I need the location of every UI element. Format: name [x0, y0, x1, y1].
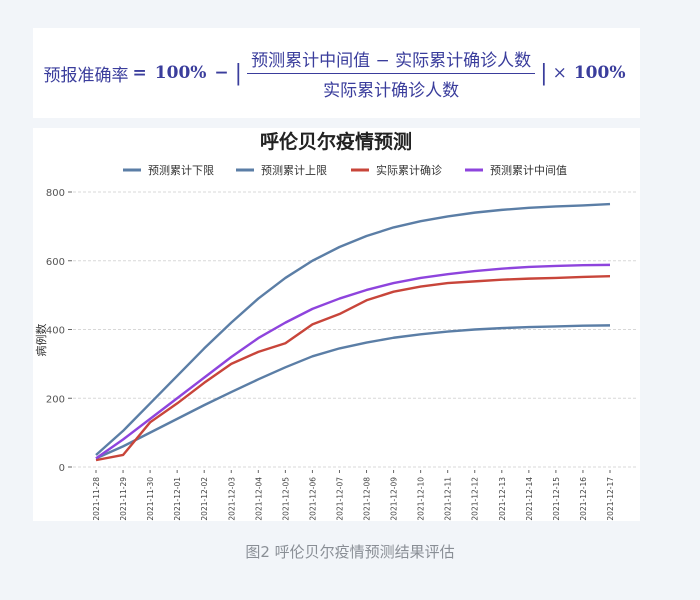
- abs-bar-left: |: [234, 60, 243, 86]
- formula-numerator: 预测累计中间值 − 实际累计确诊人数: [247, 46, 536, 74]
- x-tick-label: 2021-12-09: [390, 477, 399, 521]
- legend-label: 预测累计中间值: [490, 164, 567, 177]
- x-tick-label: 2021-11-30: [146, 477, 155, 521]
- y-tick-label: 400: [46, 326, 65, 337]
- x-tick-label: 2021-12-14: [525, 477, 534, 521]
- formula-equals: =: [132, 63, 147, 83]
- x-tick-label: 2021-11-29: [119, 477, 128, 521]
- series-line-0: [95, 324, 611, 460]
- x-tick-label: 2021-12-01: [173, 477, 182, 521]
- formula-denominator: 实际累计确诊人数: [323, 80, 460, 101]
- x-tick-label: 2021-12-15: [552, 477, 561, 521]
- formula-times: ×: [552, 63, 567, 83]
- legend-label: 预测累计下限: [148, 164, 214, 177]
- x-tick-label: 2021-12-10: [417, 477, 426, 521]
- x-tick-label: 2021-12-03: [227, 477, 236, 521]
- x-tick-label: 2021-12-06: [308, 477, 317, 521]
- series-line-1: [95, 202, 611, 456]
- abs-bar-right: |: [540, 60, 548, 86]
- y-tick-label: 600: [46, 257, 65, 268]
- formula-minus: −: [214, 63, 229, 83]
- x-tick-label: 2021-11-28: [92, 477, 101, 521]
- line-chart: 呼伦贝尔疫情预测 病例数 0 200 400 600 800 预测累计下限 预测累计上限 实际…: [34, 130, 636, 521]
- accuracy-formula: 预报准确率 = 100% − | 预测累计中间值 − 实际累计确诊人数 实际累计…: [33, 28, 640, 118]
- x-tick-label: 2021-12-08: [363, 477, 372, 521]
- x-tick-label: 2021-12-16: [579, 477, 588, 521]
- legend-label: 预测累计上限: [261, 164, 327, 177]
- y-axis-label: 病例数: [34, 324, 48, 357]
- x-tick-label: 2021-12-12: [471, 477, 480, 521]
- x-tick-label: 2021-12-02: [200, 477, 209, 521]
- series-line-3: [95, 263, 611, 460]
- formula-100-2: 100%: [573, 63, 626, 83]
- figure-caption: 图2 呼伦贝尔疫情预测结果评估: [245, 543, 455, 561]
- chart-title: 呼伦贝尔疫情预测: [260, 130, 412, 153]
- y-tick-label: 800: [46, 188, 65, 199]
- x-tick-label: 2021-12-17: [606, 477, 615, 521]
- x-tick-label: 2021-12-13: [498, 477, 507, 521]
- formula-lhs: 预报准确率: [43, 65, 129, 86]
- x-tick-label: 2021-12-04: [254, 477, 263, 521]
- formula-100: 100%: [154, 63, 207, 83]
- x-tick-label: 2021-12-11: [444, 477, 453, 521]
- y-tick-label: 0: [59, 463, 65, 474]
- y-tick-label: 200: [46, 394, 65, 405]
- formula-fraction: 预测累计中间值 − 实际累计确诊人数 实际累计确诊人数: [247, 46, 536, 101]
- x-tick-label: 2021-12-05: [281, 477, 290, 521]
- chart-panel: 呼伦贝尔疫情预测 病例数 0 200 400 600 800 预测累计下限 预测累计上限 实际…: [33, 128, 640, 521]
- x-tick-label: 2021-12-07: [335, 477, 344, 521]
- series-line-2: [95, 275, 611, 462]
- legend-label: 实际累计确诊: [376, 163, 442, 177]
